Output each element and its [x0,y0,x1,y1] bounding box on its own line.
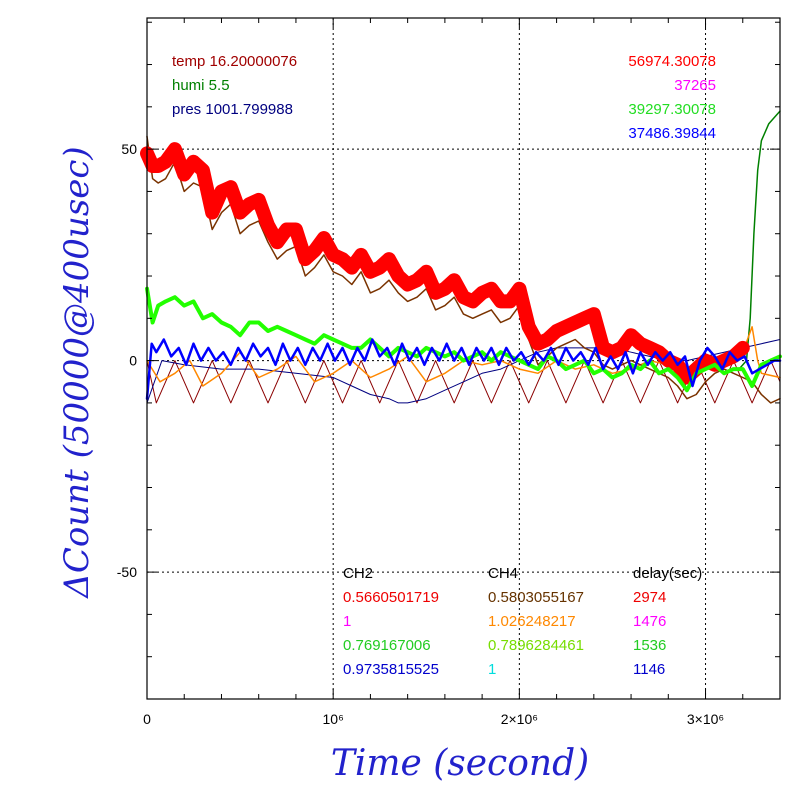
table-cell: 0.7896284461 [488,637,584,654]
table-cell: 1476 [633,613,666,630]
x-tick-label: 3×10⁶ [687,711,724,727]
y-axis-title: ΔCount (50000@400usec) [57,146,97,599]
x-tick-label: 10⁶ [323,711,344,727]
series-line-humi [738,110,781,370]
y-tick-label: 0 [129,353,137,369]
ref-count: 37486.39844 [628,125,716,142]
y-tick-label: -50 [117,564,137,580]
y-tick-label: 50 [121,141,137,157]
x-axis-title: Time (second) [331,743,589,784]
table-header: delay(sec) [633,565,702,582]
x-tick-label: 2×10⁶ [501,711,538,727]
ref-count: 37265 [674,77,716,94]
tick-labels: 0 10⁶ 2×10⁶ 3×10⁶ 50 0 -50 [117,141,724,727]
axis-ticks [146,18,781,700]
series-line-red [140,142,750,385]
table-cell: 1146 [633,661,665,678]
ref-count: 56974.30078 [628,53,716,70]
env-label: temp 16.20000076 [172,53,297,70]
table-cell: 1536 [633,637,666,654]
annotations: temp 16.20000076 humi 5.5 pres 1001.799988… [172,53,716,678]
table-header: CH4 [488,565,518,582]
table-cell: 1.026248217 [488,613,576,630]
table-cell: 0.5803055167 [488,589,584,606]
series-line-pres [146,339,781,404]
series-lines [140,110,782,404]
env-label: humi 5.5 [172,77,230,94]
ref-count: 39297.30078 [628,101,716,118]
series-line-dark_brown [146,135,781,404]
table-cell: 1 [488,661,496,678]
plot-frame [146,17,781,700]
table-cell: 2974 [633,589,666,606]
series-line-green [145,286,782,393]
series-line-blue [145,338,782,400]
table-cell: 1 [343,613,351,630]
env-label: pres 1001.799988 [172,101,293,118]
x-tick-label: 0 [143,711,151,727]
table-cell: 0.9735815525 [343,661,439,678]
table-cell: 0.769167006 [343,637,431,654]
table-cell: 0.5660501719 [343,589,439,606]
table-header: CH2 [343,565,373,582]
